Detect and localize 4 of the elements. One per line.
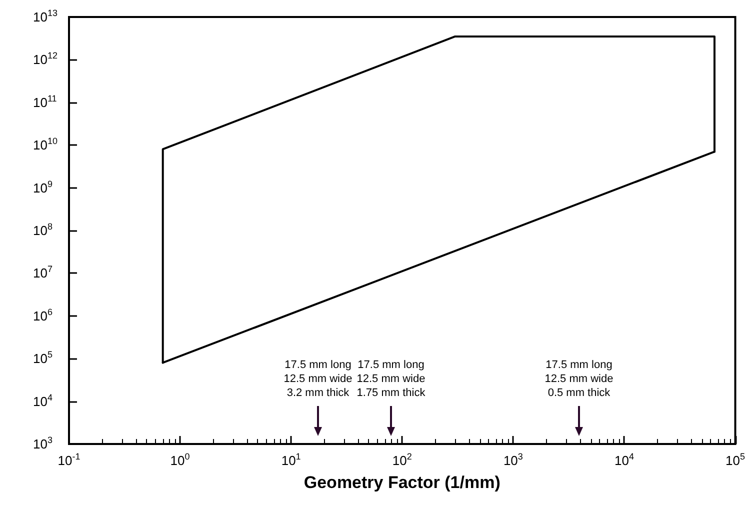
annotation: 17.5 mm long 12.5 mm wide 0.5 mm thick — [544, 358, 614, 400]
annotation: 17.5 mm long 12.5 mm wide 1.75 mm thick — [356, 358, 426, 400]
annotation: 17.5 mm long 12.5 mm wide 3.2 mm thick — [284, 358, 352, 400]
x-axis-title: Geometry Factor (1/mm) — [304, 473, 500, 492]
